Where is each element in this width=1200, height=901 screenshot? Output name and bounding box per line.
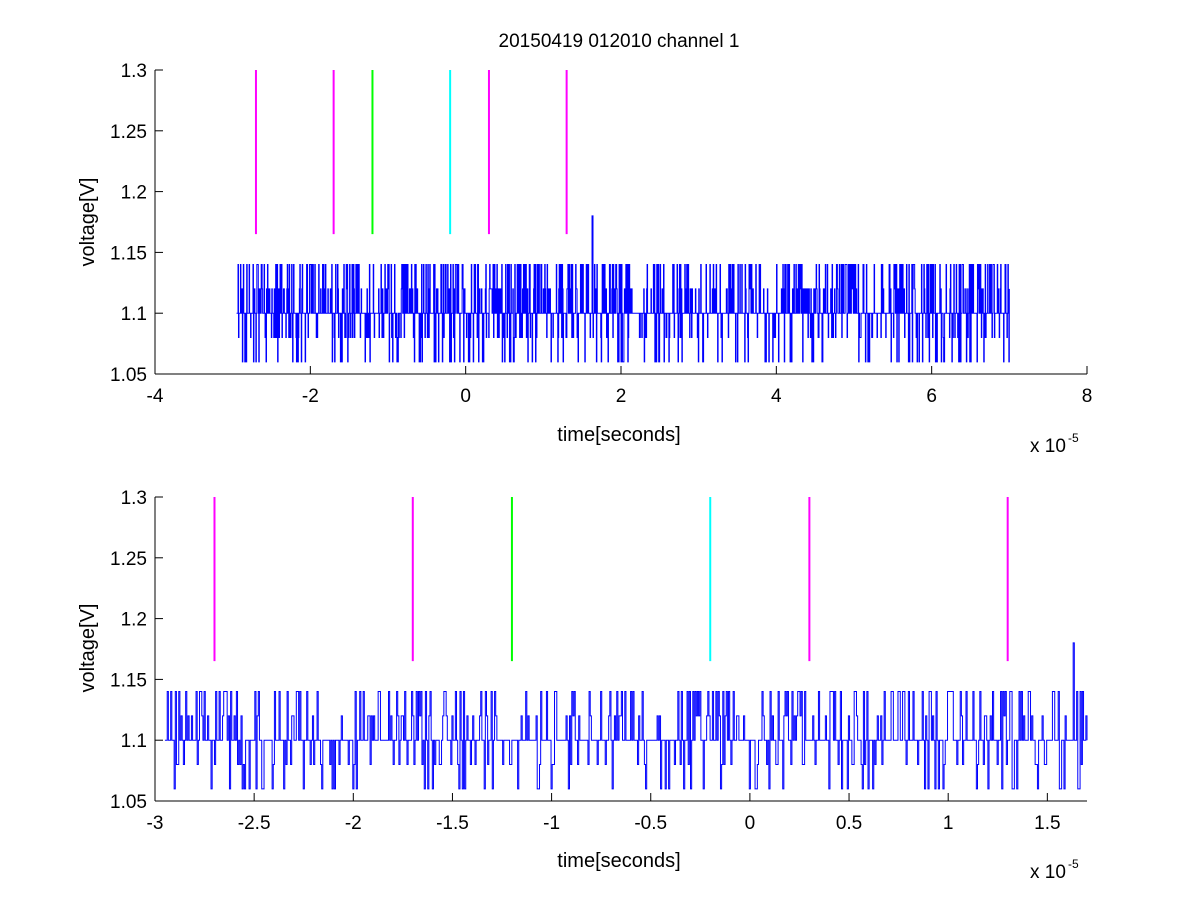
top-x-tick-label: 2 (616, 386, 627, 407)
top-axes: -4 -2 0 2 4 6 8 1.05 1.1 1.15 1.2 1.25 1.3 (110, 61, 1092, 407)
bottom-x-tick-label: -1.5 (436, 813, 469, 834)
bottom-subplot: -3 -2.5 -2 -1.5 -1 -0.5 0 0.5 1 1.5 1.05 1.1 1.15 1.2… (77, 488, 1088, 883)
bottom-plot-area (164, 497, 1088, 790)
bottom-axes: -3 -2.5 -2 -1.5 -1 -0.5 0 0.5 1 1.5 1.05 1.1 1.15 1.2… (110, 488, 1087, 834)
top-y-tick-label: 1.25 (110, 122, 147, 143)
top-y-tick-label: 1.3 (121, 61, 147, 82)
top-x-tick-label: -4 (147, 386, 164, 407)
top-x-exponent: -5 (1068, 431, 1079, 445)
bottom-signal-trace (164, 642, 1088, 790)
top-signal-trace (236, 215, 1010, 363)
bottom-x-tick-label: -2.5 (238, 813, 271, 834)
top-x-tick-label: 8 (1082, 386, 1093, 407)
top-y-tick-label: 1.15 (110, 243, 147, 264)
top-subplot: -4 -2 0 2 4 6 8 1.05 1.1 1.15 1.2 1.25 1.3 time[seco… (77, 61, 1092, 457)
top-x-tick-label: 0 (460, 386, 471, 407)
top-x-tick-label: -2 (302, 386, 319, 407)
bottom-y-axis-label: voltage[V] (77, 604, 99, 693)
top-y-axis-label: voltage[V] (77, 178, 99, 267)
top-x-tick-label: 4 (771, 386, 782, 407)
figure-title: 20150419 012010 channel 1 (499, 31, 740, 52)
bottom-x-tick-label: -0.5 (634, 813, 667, 834)
bottom-y-tick-label: 1.05 (110, 792, 147, 813)
bottom-x-tick-label: 0.5 (836, 813, 862, 834)
top-y-tick-label: 1.1 (121, 304, 147, 325)
bottom-x-tick-label: 1 (943, 813, 954, 834)
bottom-y-tick-label: 1.2 (121, 610, 147, 631)
bottom-x-tick-label: 0 (745, 813, 756, 834)
top-x-tick-label: 6 (926, 386, 937, 407)
bottom-x-axis-label: time[seconds] (557, 850, 680, 872)
bottom-y-tick-label: 1.15 (110, 670, 147, 691)
bottom-y-tick-label: 1.25 (110, 549, 147, 570)
bottom-x-tick-label: -3 (147, 813, 164, 834)
bottom-x-exponent-label: x 10 (1030, 862, 1066, 883)
top-y-tick-label: 1.05 (110, 365, 147, 386)
top-y-tick-label: 1.2 (121, 183, 147, 204)
bottom-x-tick-label: -1 (543, 813, 560, 834)
bottom-x-exponent: -5 (1068, 857, 1079, 871)
top-plot-area (236, 70, 1010, 363)
bottom-y-tick-label: 1.3 (121, 488, 147, 509)
bottom-x-tick-label: -2 (345, 813, 362, 834)
bottom-y-tick-label: 1.1 (121, 731, 147, 752)
bottom-x-tick-label: 1.5 (1034, 813, 1060, 834)
top-x-exponent-label: x 10 (1030, 436, 1066, 457)
top-x-axis-label: time[seconds] (557, 424, 680, 446)
